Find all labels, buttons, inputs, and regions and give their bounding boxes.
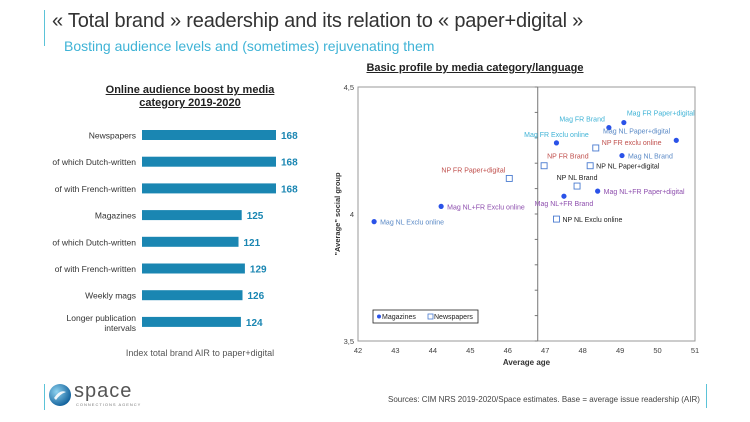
bar: [142, 130, 276, 140]
bar-value-label: 168: [281, 131, 298, 142]
point-label: Mag NL+FR Brand: [535, 201, 594, 208]
magazine-point: [619, 152, 625, 159]
x-tick-label: 51: [691, 346, 699, 355]
legend-box: [372, 309, 479, 324]
bar: [142, 263, 245, 274]
point-label: Mag NL+FR Exclu online: [447, 204, 525, 211]
legend-newspapers-label: Newspapers: [434, 314, 473, 321]
bar: [142, 236, 239, 247]
logo-divider: [44, 384, 45, 410]
bar-value-label: 124: [246, 318, 263, 329]
bar-value-label: 121: [244, 238, 261, 249]
logo-wordmark: space: [74, 380, 133, 402]
newspaper-point: [553, 215, 560, 223]
newspaper-point: [573, 182, 581, 190]
bar-chart-title: Online audience boost by media category …: [105, 84, 275, 109]
bar-category-label: of with French-written: [55, 184, 137, 194]
y-tick-label: 4: [350, 210, 354, 219]
space-logo-icon: [49, 384, 71, 406]
newspaper-point: [586, 162, 594, 170]
magazine-point: [606, 125, 612, 131]
bar: [142, 183, 276, 194]
x-tick-label: 45: [466, 346, 474, 355]
x-tick-label: 49: [616, 346, 624, 355]
magazine-point: [561, 193, 567, 199]
bar-value-label: 129: [250, 265, 267, 276]
scatter-chart: 42 43 44 45 46 47 48 49 50 51 3,5 4 4,5 Average age "A…: [333, 83, 699, 367]
y-tick-label: 3,5: [344, 337, 354, 346]
bar-category-label: Newspapers: [89, 131, 136, 141]
bar-category-label: of with French-written: [55, 264, 137, 274]
x-tick-label: 46: [504, 346, 512, 355]
point-label: Mag NL+FR Paper+digital: [604, 189, 685, 196]
bar-category-label: of which Dutch-written: [52, 237, 136, 247]
newspaper-point: [540, 162, 548, 170]
slide-title: « Total brand » readership and its relat…: [52, 10, 584, 32]
magazine-point: [371, 219, 377, 225]
bar-category-label: Magazines: [95, 211, 136, 221]
bar-category-label: Weekly mags: [85, 291, 136, 301]
x-tick-label: 44: [429, 346, 437, 355]
point-label: NP NL Brand: [557, 175, 598, 182]
legend-newspapers-marker: [427, 313, 434, 320]
legend-magazines-label: Magazines: [382, 314, 416, 321]
bar: [142, 210, 242, 221]
newspaper-point: [592, 144, 600, 152]
y-tick-label: 4,5: [344, 83, 354, 92]
magazine-point: [438, 203, 444, 209]
plot-area: [357, 86, 696, 342]
point-label: Mag NL Brand: [628, 154, 673, 161]
x-tick-label: 47: [541, 346, 549, 355]
bar-value-label: 126: [248, 291, 265, 302]
legend-magazines-marker: [377, 314, 381, 319]
bar: [142, 316, 241, 327]
x-tick-label: 50: [653, 346, 661, 355]
magazine-point: [673, 137, 679, 143]
y-axis-label: "Average" social group: [333, 172, 342, 256]
point-label: NP NL Exclu online: [562, 217, 622, 224]
scatter-chart-title: Basic profile by media category/language: [366, 62, 584, 74]
bar: [142, 290, 243, 301]
bar: [142, 156, 276, 167]
point-label: NP FR exclu online: [602, 140, 662, 147]
point-label: NP NL Paper+digital: [596, 164, 660, 171]
source-note: Sources: CIM NRS 2019-2020/Space estimat…: [388, 395, 700, 404]
bar-category-label: of which Dutch-written: [52, 157, 136, 167]
x-tick-label: 43: [391, 346, 399, 355]
point-label: NP FR Brand: [547, 154, 589, 161]
magazine-point: [621, 119, 627, 126]
point-label: Mag NL Exclu online: [380, 220, 444, 227]
point-label: Mag NL Paper+digital: [603, 128, 671, 135]
point-label: NP FR Paper+digital: [441, 167, 505, 174]
bar-axis-label: Index total brand AIR to paper+digital: [126, 348, 274, 358]
magazine-point: [553, 140, 560, 146]
bar-value-label: 125: [247, 211, 264, 222]
x-axis-label: Average age: [503, 358, 551, 367]
bar-chart: Newspapers 168 of which Dutch-written 168 of…: [52, 130, 298, 358]
magazine-point: [595, 188, 601, 194]
point-label: Mag FR Paper+digital: [627, 111, 695, 118]
bar-value-label: 168: [281, 184, 298, 195]
footer-divider: [706, 384, 707, 408]
x-tick-label: 48: [578, 346, 586, 355]
point-label: Mag FR Exclu online: [524, 132, 589, 139]
slide-subtitle: Bosting audience levels and (sometimes) …: [64, 38, 435, 54]
newspaper-point: [505, 174, 513, 182]
bar-category-label: Longer publication intervals: [67, 313, 137, 333]
title-accent-bar: [44, 10, 45, 46]
point-label: Mag FR Brand: [559, 117, 605, 124]
bar-value-label: 168: [281, 158, 298, 169]
logo-tagline: CONNECTIONS AGENCY: [76, 402, 142, 407]
x-tick-label: 42: [354, 346, 362, 355]
